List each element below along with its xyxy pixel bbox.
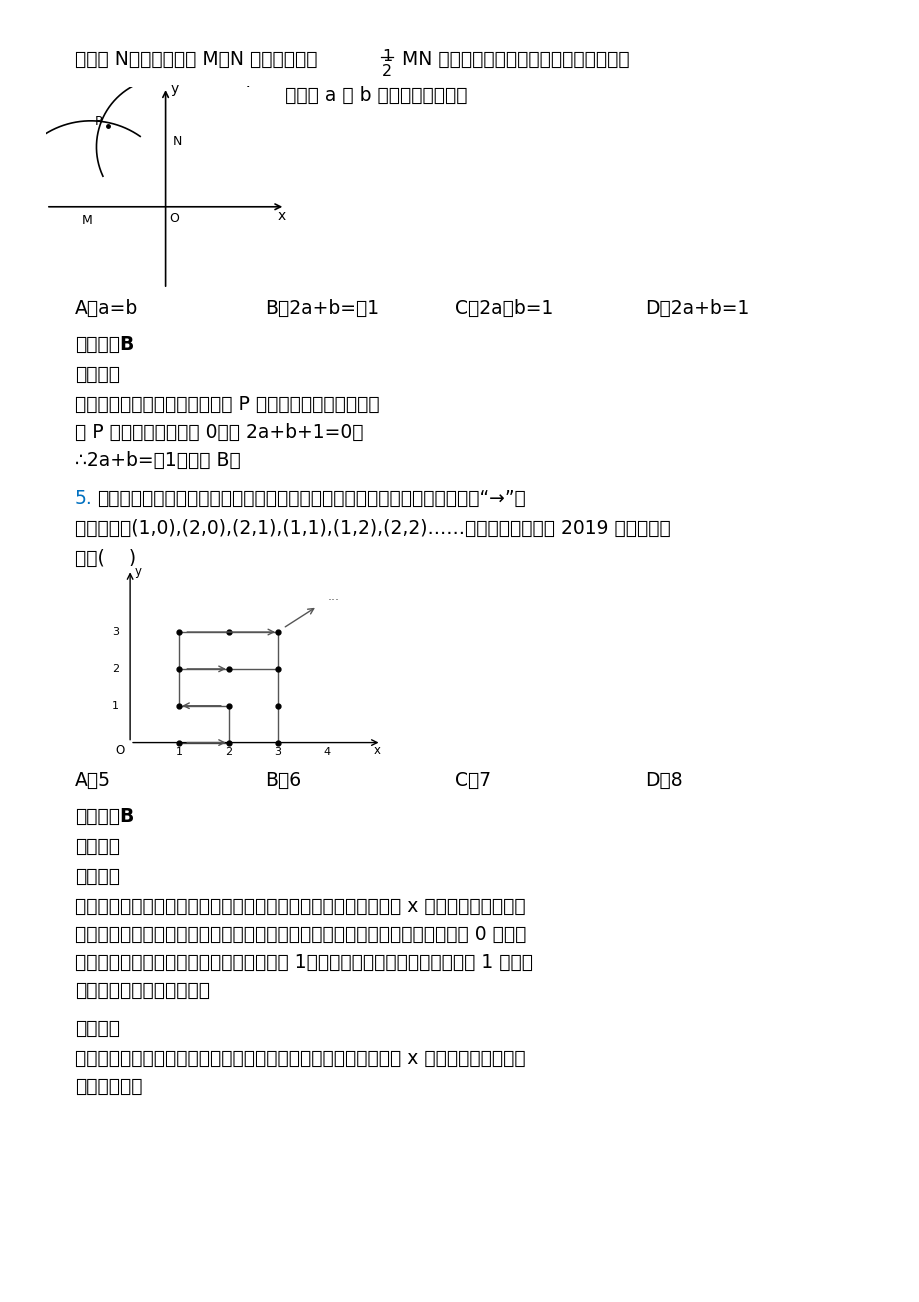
Text: A．a=b: A．a=b (75, 299, 138, 318)
Text: B．6: B．6 (265, 771, 301, 790)
Text: x: x (374, 743, 380, 756)
Text: 3: 3 (274, 747, 281, 758)
Text: y: y (170, 82, 178, 96)
Text: D．8: D．8 (644, 771, 682, 790)
Text: N: N (172, 135, 182, 148)
Text: 1: 1 (381, 49, 391, 64)
Text: MN 的长为半径画弧，两弧在第二象限交于: MN 的长为半径画弧，两弧在第二象限交于 (402, 49, 629, 69)
Text: B．2a+b=－1: B．2a+b=－1 (265, 299, 379, 318)
Text: 当右下角的点横坐标是偶数时，以横坐标为 1，纵坐标为右下角横坐标的偶数减 1 的点结: 当右下角的点横坐标是偶数时，以横坐标为 1，纵坐标为右下角横坐标的偶数减 1 的… (75, 953, 532, 973)
Text: 2: 2 (381, 64, 391, 79)
Text: 点P．若点 P 的坐标为（2a，b+1），则 a 与 b 的数量关系为（）: 点P．若点 P 的坐标为（2a，b+1），则 a 与 b 的数量关系为（） (75, 86, 467, 105)
Text: x: x (278, 208, 286, 223)
Text: ···: ··· (327, 595, 339, 608)
Text: 1: 1 (112, 700, 119, 711)
Text: O: O (115, 743, 124, 756)
Text: 4: 4 (323, 747, 331, 758)
Text: 向排列，如(1,0),(2,0),(2,1),(1,1),(1,2),(2,2)……根据这个规律，第 2019 个点的纵坐: 向排列，如(1,0),(2,0),(2,1),(1,1),(1,2),(2,2)… (75, 519, 670, 538)
Text: A．5: A．5 (75, 771, 111, 790)
Text: 观察图形可知，以最外边的矩形边长上的点为准，点的总个数等于 x 轴上右下角的点的横: 观察图形可知，以最外边的矩形边长上的点为准，点的总个数等于 x 轴上右下角的点的… (75, 897, 525, 917)
Text: 3: 3 (112, 628, 119, 637)
Text: 标为(    ): 标为( ) (75, 549, 136, 568)
Text: 》详解「: 》详解「 (75, 1019, 119, 1038)
Text: 则 P 点横纵坐标的和为 0，即 2a+b+1=0，: 则 P 点横纵坐标的和为 0，即 2a+b+1=0， (75, 423, 363, 441)
Text: P: P (95, 115, 102, 128)
Text: 》解析「: 》解析「 (75, 365, 119, 384)
Text: 1: 1 (176, 747, 183, 758)
Text: 如图，在平面直角坐标系中，有若干个横坐标分别为整数的点，其顺序按图中“→”方: 如图，在平面直角坐标系中，有若干个横坐标分别为整数的点，其顺序按图中“→”方 (96, 490, 525, 508)
Text: M: M (82, 214, 93, 227)
Text: y: y (135, 565, 142, 578)
Text: 轴于点 N，再分别以点 M、N 为圆心，大于: 轴于点 N，再分别以点 M、N 为圆心，大于 (75, 49, 317, 69)
Text: 》解析「: 》解析「 (75, 837, 119, 855)
Text: 》答案「B: 》答案「B (75, 335, 134, 354)
Text: 5.: 5. (75, 490, 93, 508)
Text: C．2a－b=1: C．2a－b=1 (455, 299, 552, 318)
Text: O: O (169, 212, 179, 225)
Text: 2: 2 (225, 747, 232, 758)
Text: 2: 2 (111, 664, 119, 674)
Text: 》答案「B: 》答案「B (75, 807, 134, 825)
Text: 束，根据此规律解答即可．: 束，根据此规律解答即可． (75, 980, 210, 1000)
Text: D．2a+b=1: D．2a+b=1 (644, 299, 749, 318)
Text: 》分析「: 》分析「 (75, 867, 119, 885)
Text: 解：根据图形，以最外边的矩形边长上的点为准，点的总个数等于 x 轴上右下角的点的横: 解：根据图形，以最外边的矩形边长上的点为准，点的总个数等于 x 轴上右下角的点的… (75, 1049, 525, 1068)
Text: ∴2a+b=－1．故选 B．: ∴2a+b=－1．故选 B． (75, 450, 241, 470)
Text: 坐标的平方，: 坐标的平方， (75, 1077, 142, 1096)
Text: 试题分析：根据作图方法可得点 P 在第二象限角平分线上，: 试题分析：根据作图方法可得点 P 在第二象限角平分线上， (75, 395, 380, 414)
Text: C．7: C．7 (455, 771, 491, 790)
Text: 坐标的平方，并且右下角的点的横坐标是奇数时最后以横坐标为该数，纵坐标为 0 结束，: 坐标的平方，并且右下角的点的横坐标是奇数时最后以横坐标为该数，纵坐标为 0 结束… (75, 924, 526, 944)
